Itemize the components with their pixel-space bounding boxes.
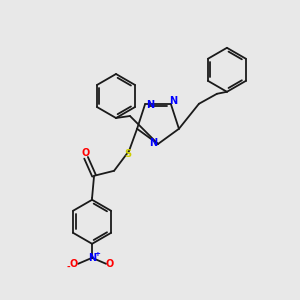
Text: N: N	[169, 96, 177, 106]
Text: O: O	[82, 148, 90, 158]
Text: -: -	[66, 263, 70, 272]
Text: +: +	[94, 251, 100, 257]
Text: N: N	[88, 253, 96, 263]
Text: O: O	[70, 259, 78, 269]
Text: N: N	[146, 100, 154, 110]
Text: S: S	[124, 149, 132, 159]
Text: N: N	[149, 138, 157, 148]
Text: O: O	[106, 259, 114, 269]
